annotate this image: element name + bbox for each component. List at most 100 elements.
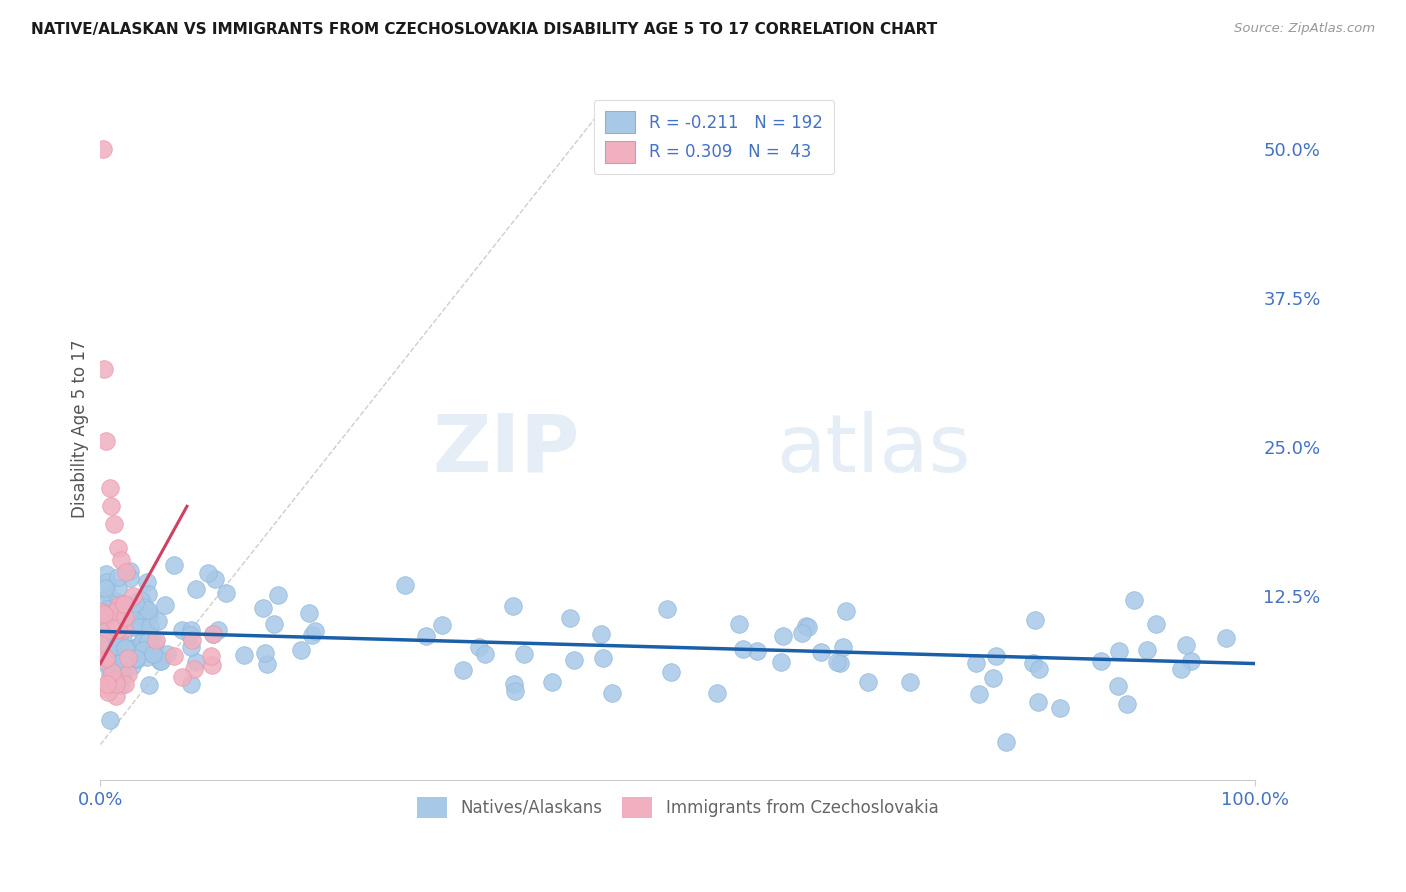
- Point: [125, 640, 148, 654]
- Point: [589, 626, 612, 640]
- Point: [111, 628, 134, 642]
- Point: [105, 655, 128, 669]
- Point: [772, 629, 794, 643]
- Point: [93, 607, 115, 621]
- Point: [797, 620, 820, 634]
- Point: [513, 648, 536, 662]
- Point: [502, 599, 524, 613]
- Point: [94, 650, 117, 665]
- Point: [969, 687, 991, 701]
- Point: [138, 678, 160, 692]
- Point: [153, 599, 176, 613]
- Point: [172, 623, 194, 637]
- Point: [184, 655, 207, 669]
- Point: [105, 630, 128, 644]
- Point: [965, 656, 987, 670]
- Point: [98, 622, 121, 636]
- Point: [256, 657, 278, 671]
- Point: [202, 627, 225, 641]
- Point: [706, 686, 728, 700]
- Point: [101, 609, 124, 624]
- Point: [107, 607, 129, 621]
- Point: [1049, 701, 1071, 715]
- Point: [97, 685, 120, 699]
- Point: [100, 640, 122, 655]
- Point: [136, 574, 159, 589]
- Point: [103, 621, 125, 635]
- Point: [1174, 639, 1197, 653]
- Point: [112, 623, 135, 637]
- Point: [1022, 656, 1045, 670]
- Point: [96, 575, 118, 590]
- Point: [112, 597, 135, 611]
- Point: [770, 655, 793, 669]
- Point: [97, 638, 120, 652]
- Point: [994, 735, 1017, 749]
- Point: [107, 633, 129, 648]
- Point: [600, 686, 623, 700]
- Point: [541, 674, 564, 689]
- Point: [108, 662, 131, 676]
- Point: [125, 621, 148, 635]
- Point: [830, 656, 852, 670]
- Point: [120, 564, 142, 578]
- Point: [104, 669, 127, 683]
- Point: [104, 604, 127, 618]
- Point: [136, 587, 159, 601]
- Point: [141, 648, 163, 662]
- Point: [451, 663, 474, 677]
- Point: [114, 610, 136, 624]
- Point: [129, 593, 152, 607]
- Point: [105, 613, 128, 627]
- Point: [114, 565, 136, 579]
- Point: [104, 644, 127, 658]
- Y-axis label: Disability Age 5 to 17: Disability Age 5 to 17: [72, 340, 89, 518]
- Point: [180, 640, 202, 655]
- Point: [201, 658, 224, 673]
- Point: [503, 676, 526, 690]
- Point: [1170, 662, 1192, 676]
- Point: [142, 647, 165, 661]
- Point: [136, 627, 159, 641]
- Point: [98, 640, 121, 655]
- Point: [132, 609, 155, 624]
- Point: [111, 652, 134, 666]
- Point: [103, 517, 125, 532]
- Point: [562, 652, 585, 666]
- Point: [232, 648, 254, 663]
- Point: [91, 653, 114, 667]
- Point: [96, 602, 118, 616]
- Point: [138, 606, 160, 620]
- Point: [97, 621, 120, 635]
- Point: [100, 640, 122, 655]
- Point: [107, 595, 129, 609]
- Point: [110, 553, 132, 567]
- Point: [110, 678, 132, 692]
- Point: [200, 648, 222, 663]
- Point: [1122, 592, 1144, 607]
- Point: [97, 673, 120, 688]
- Point: [132, 632, 155, 647]
- Point: [132, 643, 155, 657]
- Point: [104, 604, 127, 618]
- Point: [180, 623, 202, 637]
- Point: [98, 482, 121, 496]
- Text: NATIVE/ALASKAN VS IMMIGRANTS FROM CZECHOSLOVAKIA DISABILITY AGE 5 TO 17 CORRELAT: NATIVE/ALASKAN VS IMMIGRANTS FROM CZECHO…: [31, 22, 938, 37]
- Point: [108, 612, 131, 626]
- Point: [207, 624, 229, 638]
- Point: [135, 609, 157, 624]
- Point: [138, 610, 160, 624]
- Point: [163, 649, 186, 664]
- Point: [136, 633, 159, 648]
- Point: [104, 640, 127, 655]
- Point: [103, 607, 125, 621]
- Point: [94, 606, 117, 620]
- Point: [215, 585, 238, 599]
- Point: [118, 642, 141, 657]
- Point: [121, 659, 143, 673]
- Point: [114, 677, 136, 691]
- Point: [90, 605, 112, 619]
- Point: [430, 617, 453, 632]
- Point: [1180, 654, 1202, 668]
- Point: [107, 570, 129, 584]
